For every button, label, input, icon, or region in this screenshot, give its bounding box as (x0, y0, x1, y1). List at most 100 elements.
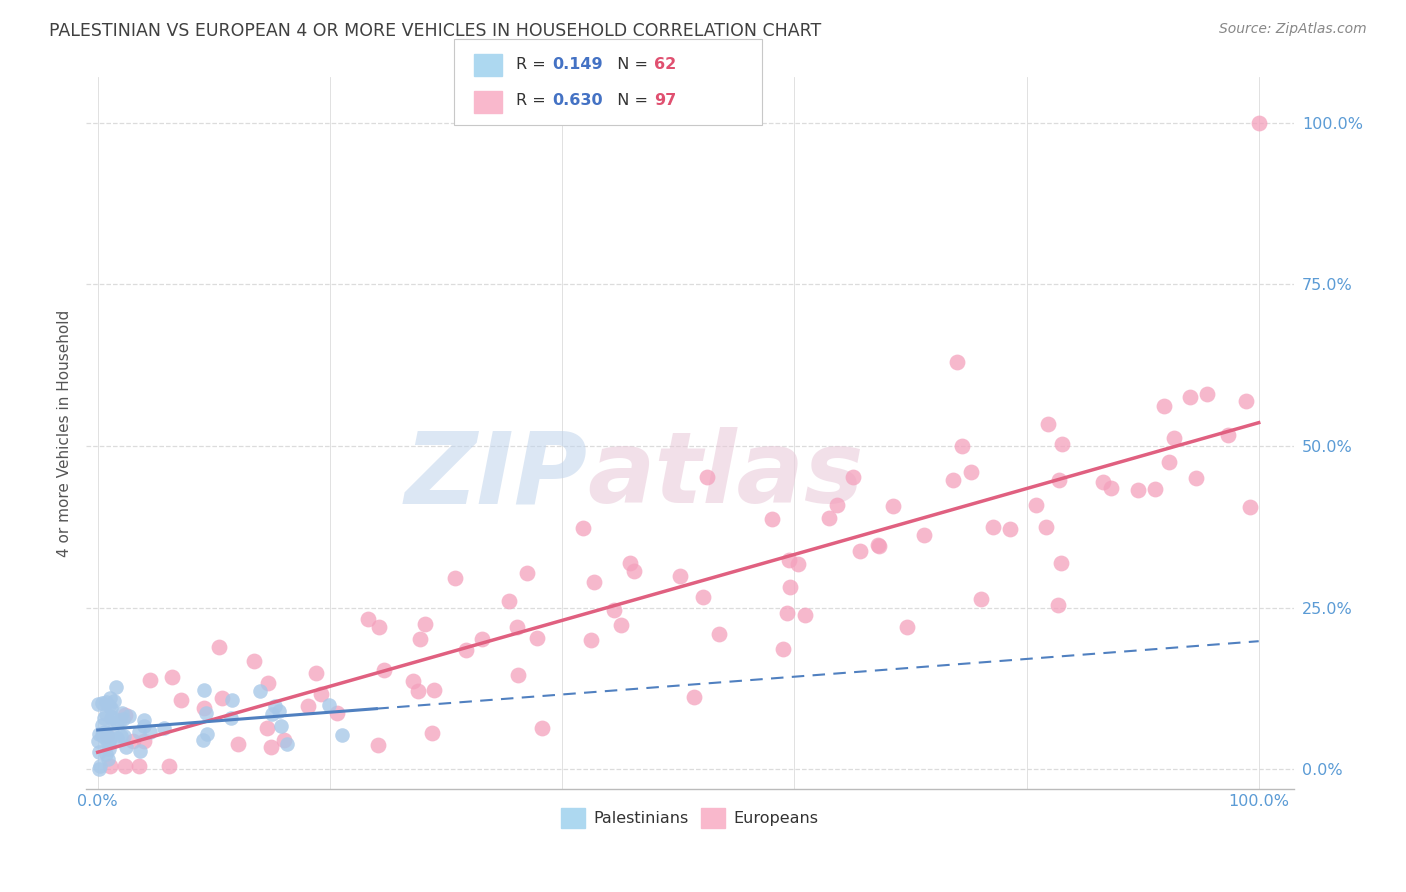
Point (408, 684, 430, 698)
Point (89, 759, 111, 773)
Point (260, 739, 283, 754)
Point (422, 683, 444, 698)
Point (111, 706, 134, 720)
Point (309, 687, 332, 701)
Point (97, 730, 120, 744)
Point (610, 618, 633, 632)
Point (112, 729, 135, 743)
Legend: Palestinians, Europeans: Palestinians, Europeans (555, 802, 825, 834)
Point (297, 698, 319, 713)
Point (357, 612, 380, 626)
Point (1126, 483, 1149, 497)
Point (1234, 394, 1257, 409)
Point (1047, 474, 1070, 488)
Point (257, 676, 280, 690)
Point (841, 470, 863, 484)
Point (959, 465, 981, 479)
Point (270, 719, 292, 733)
Point (91, 726, 114, 740)
Point (87, 745, 110, 759)
Point (139, 724, 162, 739)
Point (498, 594, 520, 608)
Point (1035, 519, 1057, 533)
Point (868, 539, 890, 553)
Point (776, 606, 799, 620)
Point (94, 725, 117, 739)
Point (1144, 483, 1167, 497)
Point (115, 739, 138, 754)
Point (983, 520, 1005, 534)
Text: atlas: atlas (588, 427, 863, 524)
Point (243, 654, 266, 668)
Point (952, 439, 974, 453)
Point (122, 734, 145, 748)
Point (87, 697, 110, 711)
Point (1047, 598, 1070, 612)
Point (211, 691, 233, 706)
Point (110, 729, 132, 743)
Point (94, 730, 117, 744)
Point (1247, 116, 1270, 130)
Point (195, 727, 218, 741)
Point (128, 759, 150, 773)
Point (692, 590, 714, 604)
Point (1239, 500, 1261, 514)
Point (761, 512, 783, 526)
Point (413, 617, 436, 632)
Point (226, 737, 249, 751)
Point (97, 731, 120, 745)
Point (132, 714, 155, 728)
Point (530, 721, 553, 735)
Point (817, 511, 839, 525)
Point (305, 665, 328, 680)
Point (896, 620, 918, 634)
Point (108, 714, 131, 728)
Point (194, 706, 217, 721)
Point (471, 632, 494, 646)
Point (100, 711, 122, 725)
Point (87, 733, 110, 747)
Point (138, 673, 160, 687)
Point (526, 631, 548, 645)
Text: 0.149: 0.149 (553, 56, 603, 71)
Point (367, 738, 389, 752)
Point (87, 727, 110, 741)
Point (970, 591, 993, 606)
Point (256, 721, 278, 735)
Point (1195, 387, 1218, 401)
Point (276, 737, 298, 751)
Point (114, 759, 136, 773)
Point (1216, 428, 1239, 442)
Point (112, 712, 135, 726)
Point (93, 731, 115, 745)
Point (90, 728, 112, 742)
Point (98, 698, 121, 713)
Text: Source: ZipAtlas.com: Source: ZipAtlas.com (1219, 22, 1367, 37)
Point (91, 726, 114, 740)
Point (619, 556, 641, 570)
Point (505, 620, 527, 634)
Point (787, 557, 810, 571)
Point (128, 725, 150, 739)
Point (572, 521, 595, 535)
Point (912, 528, 935, 542)
Point (267, 704, 290, 718)
Point (330, 729, 353, 743)
Point (221, 693, 243, 707)
Point (1050, 556, 1073, 570)
Point (100, 700, 122, 714)
Point (669, 569, 692, 583)
Point (87, 762, 110, 776)
Point (160, 670, 183, 684)
Point (219, 711, 242, 725)
Point (132, 734, 155, 748)
Text: ZIP: ZIP (404, 427, 588, 524)
Point (318, 698, 340, 713)
Point (882, 499, 904, 513)
Text: R =: R = (516, 93, 551, 108)
Point (94, 747, 117, 762)
Text: N =: N = (607, 93, 654, 108)
Point (153, 721, 176, 735)
Point (1185, 471, 1208, 485)
Point (262, 706, 284, 721)
